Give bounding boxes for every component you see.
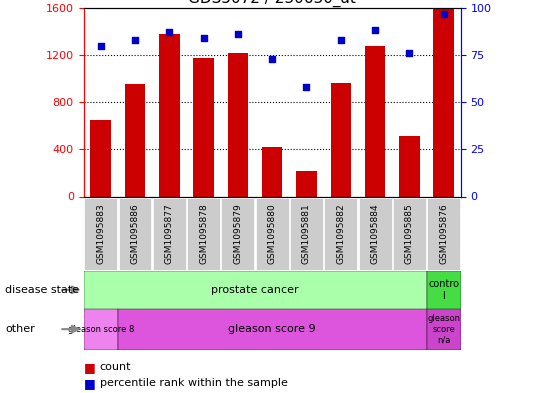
Text: ■: ■ (84, 376, 95, 390)
Text: gleason score 9: gleason score 9 (229, 324, 316, 334)
Bar (426, 271, 461, 309)
Bar (399, 136, 420, 196)
Bar (159, 34, 179, 197)
Text: disease state: disease state (5, 285, 80, 295)
Point (96, 42, 105, 49)
Bar (393, 198, 426, 270)
Text: percentile rank within the sample: percentile rank within the sample (100, 378, 288, 388)
Text: gleason
score
n/a: gleason score n/a (427, 314, 460, 344)
Bar (125, 84, 146, 196)
Bar (433, 9, 454, 196)
Bar (324, 198, 357, 270)
Bar (118, 309, 426, 350)
Bar (365, 46, 385, 196)
Point (439, 10, 448, 17)
Text: ■: ■ (84, 361, 95, 374)
Text: GSM1095877: GSM1095877 (165, 204, 174, 264)
Bar (262, 147, 282, 196)
Text: count: count (100, 362, 131, 373)
Bar (119, 198, 151, 270)
Text: GSM1095880: GSM1095880 (268, 204, 277, 264)
Text: GSM1095884: GSM1095884 (371, 204, 379, 264)
Text: other: other (5, 324, 35, 334)
Bar (84, 309, 118, 350)
Text: GSM1095881: GSM1095881 (302, 204, 311, 264)
Point (302, 84, 311, 90)
Bar (91, 120, 111, 196)
Text: GSM1095883: GSM1095883 (96, 204, 105, 264)
Bar (227, 53, 248, 196)
Bar (153, 198, 186, 270)
Text: GSM1095882: GSM1095882 (336, 204, 345, 264)
Bar (187, 198, 220, 270)
Title: GDS5072 / 230630_at: GDS5072 / 230630_at (188, 0, 356, 7)
Text: gleason score 8: gleason score 8 (67, 325, 134, 334)
Point (165, 29, 174, 35)
Text: GSM1095886: GSM1095886 (130, 204, 140, 264)
Bar (296, 171, 317, 196)
Bar (255, 198, 289, 270)
Text: GSM1095879: GSM1095879 (233, 204, 243, 264)
Text: GSM1095885: GSM1095885 (405, 204, 414, 264)
Point (199, 35, 208, 41)
Point (268, 56, 277, 62)
Point (130, 37, 139, 43)
Bar (330, 83, 351, 196)
Bar (290, 198, 323, 270)
Point (371, 28, 379, 34)
Bar (358, 198, 391, 270)
Bar (427, 198, 460, 270)
Point (336, 37, 345, 43)
Text: contro
l: contro l (428, 279, 459, 301)
Bar (84, 198, 117, 270)
Text: GSM1095876: GSM1095876 (439, 204, 448, 264)
Text: GSM1095878: GSM1095878 (199, 204, 208, 264)
Point (405, 50, 414, 56)
Text: prostate cancer: prostate cancer (211, 285, 299, 295)
Bar (222, 198, 254, 270)
Bar (426, 309, 461, 350)
Bar (194, 58, 214, 196)
Point (233, 31, 242, 37)
